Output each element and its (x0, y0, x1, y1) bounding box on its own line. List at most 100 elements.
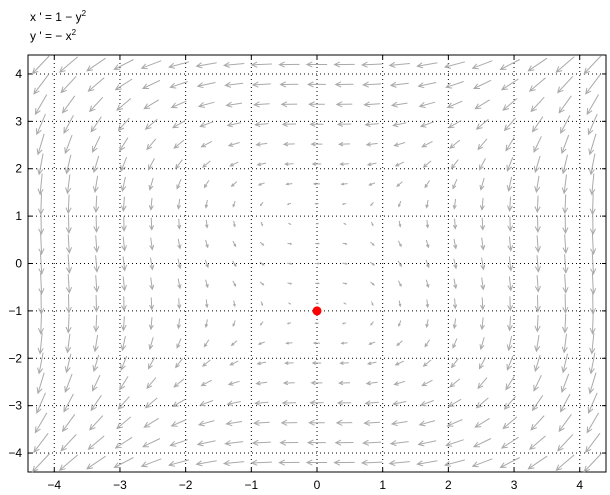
field-arrow (534, 295, 541, 313)
field-arrow (452, 179, 458, 190)
equilibrium-point (312, 306, 322, 316)
field-arrow (446, 419, 463, 427)
field-arrow (65, 313, 72, 334)
field-arrow (149, 257, 155, 271)
field-arrow (280, 419, 298, 426)
field-arrow (260, 221, 264, 227)
field-arrow (502, 98, 518, 111)
field-arrow (259, 321, 264, 326)
field-arrow (363, 101, 380, 108)
field-arrow (394, 161, 405, 167)
field-arrow (117, 117, 130, 132)
field-arrow (226, 400, 241, 406)
field-arrow (252, 419, 270, 426)
field-arrow (560, 373, 570, 393)
field-arrow (38, 213, 45, 236)
field-arrow (480, 237, 486, 251)
field-arrow (61, 414, 76, 433)
field-arrow (562, 194, 569, 215)
field-arrow (280, 101, 298, 108)
field-arrow (338, 141, 351, 147)
field-arrow (452, 198, 457, 210)
field-arrow (177, 218, 182, 230)
field-arrow (587, 113, 598, 136)
field-arrow (338, 380, 351, 386)
field-arrow (479, 177, 485, 191)
field-arrow (33, 432, 49, 454)
field-arrow (314, 202, 319, 205)
field-arrow (398, 220, 402, 228)
field-arrow (64, 154, 72, 175)
field-arrow (314, 322, 319, 325)
y-tick-label: 3 (15, 114, 22, 128)
field-arrow (527, 57, 548, 72)
field-arrow (227, 142, 240, 147)
field-arrow (65, 234, 73, 255)
field-arrow (149, 297, 155, 311)
field-arrow (254, 400, 269, 406)
field-arrow (590, 233, 597, 256)
field-arrow (418, 101, 436, 108)
field-arrow (177, 258, 182, 270)
field-arrow (86, 57, 106, 72)
field-arrow (38, 253, 45, 276)
field-arrow (251, 439, 271, 446)
field-arrow (250, 459, 272, 466)
field-arrow (453, 238, 458, 250)
field-arrow (562, 293, 569, 314)
field-arrow (365, 141, 378, 147)
field-arrow (366, 162, 377, 167)
field-arrow (583, 453, 602, 473)
field-arrow (175, 159, 183, 170)
field-arrow (396, 181, 403, 187)
field-arrow (505, 376, 515, 391)
field-arrow (306, 81, 326, 88)
field-arrow (562, 274, 569, 294)
field-arrow (445, 81, 464, 89)
field-arrow (284, 361, 294, 365)
field-arrow (443, 61, 466, 69)
field-arrow (314, 262, 321, 265)
field-arrow (229, 161, 239, 167)
field-arrow (425, 199, 429, 209)
field-arrow (507, 296, 514, 312)
field-arrow (147, 357, 155, 370)
field-arrow (450, 358, 459, 369)
field-arrow (311, 361, 322, 365)
field-arrow (309, 121, 324, 127)
field-arrow (393, 380, 406, 386)
field-arrow (447, 398, 462, 407)
field-arrow (588, 153, 596, 176)
field-arrow (58, 454, 79, 471)
field-arrow (506, 176, 513, 193)
x-tick-label: 0 (314, 478, 321, 492)
field-arrow (555, 454, 575, 471)
field-arrow (589, 213, 597, 236)
field-arrow (447, 120, 462, 129)
field-arrow (562, 254, 569, 274)
field-arrow (528, 435, 546, 451)
field-arrow (92, 155, 100, 174)
field-arrow (474, 417, 490, 428)
field-arrow (93, 235, 100, 253)
field-arrow (311, 162, 322, 166)
field-arrow (196, 82, 216, 89)
field-arrow (418, 420, 436, 427)
field-arrow (424, 339, 431, 348)
field-arrow (232, 280, 237, 288)
field-arrow (148, 317, 154, 331)
field-arrow (450, 159, 459, 170)
field-arrow (533, 136, 542, 153)
field-arrow (204, 259, 209, 269)
field-arrow (363, 419, 380, 426)
field-arrow (342, 242, 348, 245)
field-arrow (93, 314, 100, 333)
field-arrow (336, 400, 352, 406)
field-arrow (120, 335, 127, 352)
field-arrow (479, 337, 485, 351)
field-arrow (227, 380, 240, 386)
field-arrow (587, 392, 598, 414)
field-arrow (390, 101, 408, 108)
field-arrow (121, 276, 127, 292)
field-arrow (282, 141, 295, 147)
